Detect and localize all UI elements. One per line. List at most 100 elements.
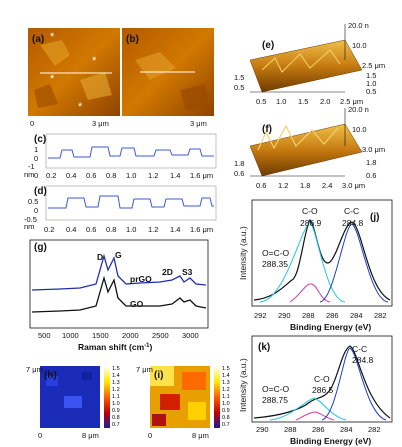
cbar-tick: 1.3 bbox=[222, 380, 230, 386]
panel-c-xtick: 1.2 bbox=[148, 171, 158, 180]
peak-d: D bbox=[97, 252, 103, 262]
panel-d-unit: nm bbox=[24, 222, 34, 231]
cbar-tick: 1.5 bbox=[112, 366, 120, 372]
cbar-tick: 1.4 bbox=[222, 373, 230, 379]
cbar-tick: 1.5 bbox=[222, 366, 230, 372]
panel-g-raman: D G 2D S3 prGO GO (g) bbox=[29, 239, 209, 329]
panel-h-colorbar-ticks: 1.5 1.4 1.3 1.2 1.1 1.0 0.9 0.8 0.7 bbox=[112, 366, 120, 428]
panel-a-afm-image: * * * * (a) bbox=[28, 28, 120, 116]
panel-k-xtick: 290 bbox=[256, 425, 269, 434]
panel-e-depth-tick: 1.0 bbox=[366, 79, 376, 88]
cbar-tick: 1.1 bbox=[112, 394, 120, 400]
cbar-tick: 1.2 bbox=[222, 387, 230, 393]
panel-g-xtick: 1000 bbox=[62, 331, 79, 340]
panel-e-xtick: 2.0 bbox=[320, 97, 330, 106]
panel-e-xtick: 1.0 bbox=[276, 97, 286, 106]
panel-g-xlabel: Raman shift (cm-1) bbox=[78, 342, 152, 352]
cbar-tick: 0.7 bbox=[112, 422, 120, 428]
panel-k-label: (k) bbox=[258, 342, 270, 353]
panel-b-scale-end: 3 μm bbox=[190, 119, 207, 128]
panel-e-xtick: 1.5 bbox=[298, 97, 308, 106]
panel-g-xtick: 1500 bbox=[92, 331, 109, 340]
panel-g-xtick: 2000 bbox=[122, 331, 139, 340]
panel-j-xtick: 292 bbox=[254, 311, 267, 320]
panel-d-ytick-3: -0.5 bbox=[24, 215, 37, 224]
panel-e-left-tick: 1.5 bbox=[234, 73, 244, 82]
svg-text:*: * bbox=[92, 55, 97, 67]
cbar-tick: 0.7 bbox=[222, 422, 230, 428]
cbar-tick: 1.4 bbox=[112, 373, 120, 379]
cbar-tick: 1.0 bbox=[222, 401, 230, 407]
panel-e-ztick-mid: 10.0 bbox=[352, 41, 367, 50]
panel-e-ztick-top: 20.0 n bbox=[348, 21, 369, 30]
panel-d-ytick-1: 0.5 bbox=[28, 197, 38, 206]
cbar-tick: 0.9 bbox=[112, 408, 120, 414]
panel-j-xtick: 288 bbox=[302, 311, 315, 320]
panel-c-profile: (c) 1 0 -1 nm bbox=[24, 133, 217, 179]
panel-j-ylabel: Intensity (a.u.) bbox=[238, 226, 248, 280]
panel-j-cc-value: 284.8 bbox=[342, 218, 364, 228]
panel-b-afm-image: (b) bbox=[122, 28, 214, 116]
panel-j-xticks: 292 290 288 286 284 282 bbox=[254, 311, 387, 320]
svg-text:*: * bbox=[78, 101, 83, 113]
panel-g-label: (g) bbox=[34, 242, 47, 253]
panel-k-oco-value: 288.75 bbox=[262, 395, 288, 405]
panel-e-xtick: 2.5 μm bbox=[340, 97, 363, 106]
panel-c-unit: nm bbox=[24, 170, 34, 179]
cbar-tick: 1.0 bbox=[112, 401, 120, 407]
panel-g-xtick: 500 bbox=[38, 331, 51, 340]
panel-j-xps: (j) C-O 286.9 C-C 284.8 O=C-O 288.35 Int… bbox=[238, 199, 393, 332]
panel-e-depth-tick: 0.5 bbox=[366, 87, 376, 96]
panel-c-xtick: 1.0 bbox=[126, 171, 136, 180]
panel-d-xtick: 1.2 bbox=[148, 225, 158, 234]
panel-i-xleft: 0 bbox=[148, 431, 152, 440]
panel-f-label: (f) bbox=[262, 124, 272, 135]
panel-d-xtick: 0.2 bbox=[44, 225, 54, 234]
panel-h-xright: 8 μm bbox=[82, 431, 99, 440]
panel-k-xtick: 284 bbox=[340, 425, 353, 434]
panel-e-3d-surface: (e) 20.0 n 10.0 2.5 μm 1.5 1.0 0.5 1.5 0… bbox=[234, 21, 385, 106]
panel-c-xtick: 0.2 bbox=[46, 171, 56, 180]
panel-f-ztick-top: 20.0 n bbox=[348, 105, 369, 114]
panel-j-cc-label: C-C bbox=[344, 206, 359, 216]
panel-f-xtick: 0.6 bbox=[256, 181, 266, 190]
panel-i-map: (i) 7 μm 0 8 μm bbox=[136, 365, 220, 440]
panel-j-label: (j) bbox=[370, 212, 379, 223]
panel-f-depth-tick: 3.0 μm bbox=[362, 145, 385, 154]
panel-j-xtick: 284 bbox=[350, 311, 363, 320]
panel-f-left-tick: 0.6 bbox=[234, 169, 244, 178]
panel-c-xtick: 1.6 μm bbox=[190, 171, 213, 180]
panel-d-ytick-2: 0 bbox=[34, 206, 38, 215]
panel-k-ylabel: Intensity (a.u.) bbox=[238, 358, 248, 412]
panel-k-xtick: 282 bbox=[368, 425, 381, 434]
panel-d-xticks: 0.2 0.4 0.6 0.8 1.0 1.2 1.4 1.6 μm bbox=[44, 225, 213, 234]
panel-h-map: (h) 7 μm 0 8 μm bbox=[26, 365, 110, 440]
panel-k-cc-value: 284.8 bbox=[352, 355, 374, 365]
panel-d-xtick: 1.6 μm bbox=[190, 225, 213, 234]
panel-f-left-tick: 1.8 bbox=[234, 159, 244, 168]
panel-d-xtick: 0.8 bbox=[106, 225, 116, 234]
peak-2d: 2D bbox=[162, 267, 173, 277]
panel-d-label: (d) bbox=[34, 186, 47, 197]
panel-j-co-value: 286.9 bbox=[300, 218, 322, 228]
panel-c-xtick: 0.4 bbox=[66, 171, 76, 180]
panel-i-colorbar-ticks: 1.5 1.4 1.3 1.2 1.1 1.0 0.9 0.8 0.7 bbox=[222, 366, 230, 428]
panel-k-xlabel: Binding Energy (eV) bbox=[290, 436, 371, 446]
panel-c-ytick-2: 0 bbox=[34, 154, 38, 163]
panel-f-ztick-mid: 10.0 bbox=[352, 125, 367, 134]
panel-j-xtick: 282 bbox=[374, 311, 387, 320]
cbar-tick: 1.2 bbox=[112, 387, 120, 393]
panel-g-xticks: 500 1000 1500 2000 2500 3000 bbox=[38, 331, 199, 340]
panel-c-xtick: 0.6 bbox=[86, 171, 96, 180]
panel-f-xtick: 1.2 bbox=[278, 181, 288, 190]
panel-j-oco-label: O=C-O bbox=[262, 248, 290, 258]
panel-f-xtick: 2.4 bbox=[322, 181, 332, 190]
panel-k-xtick: 286 bbox=[312, 425, 325, 434]
panel-e-label: (e) bbox=[262, 40, 274, 51]
cbar-tick: 1.1 bbox=[222, 394, 230, 400]
cbar-tick: 0.9 bbox=[222, 408, 230, 414]
svg-text:*: * bbox=[50, 31, 55, 43]
panel-d-xtick: 1.4 bbox=[170, 225, 180, 234]
panel-i-label: (i) bbox=[154, 370, 163, 381]
panel-k-co-label: C-O bbox=[314, 374, 330, 384]
